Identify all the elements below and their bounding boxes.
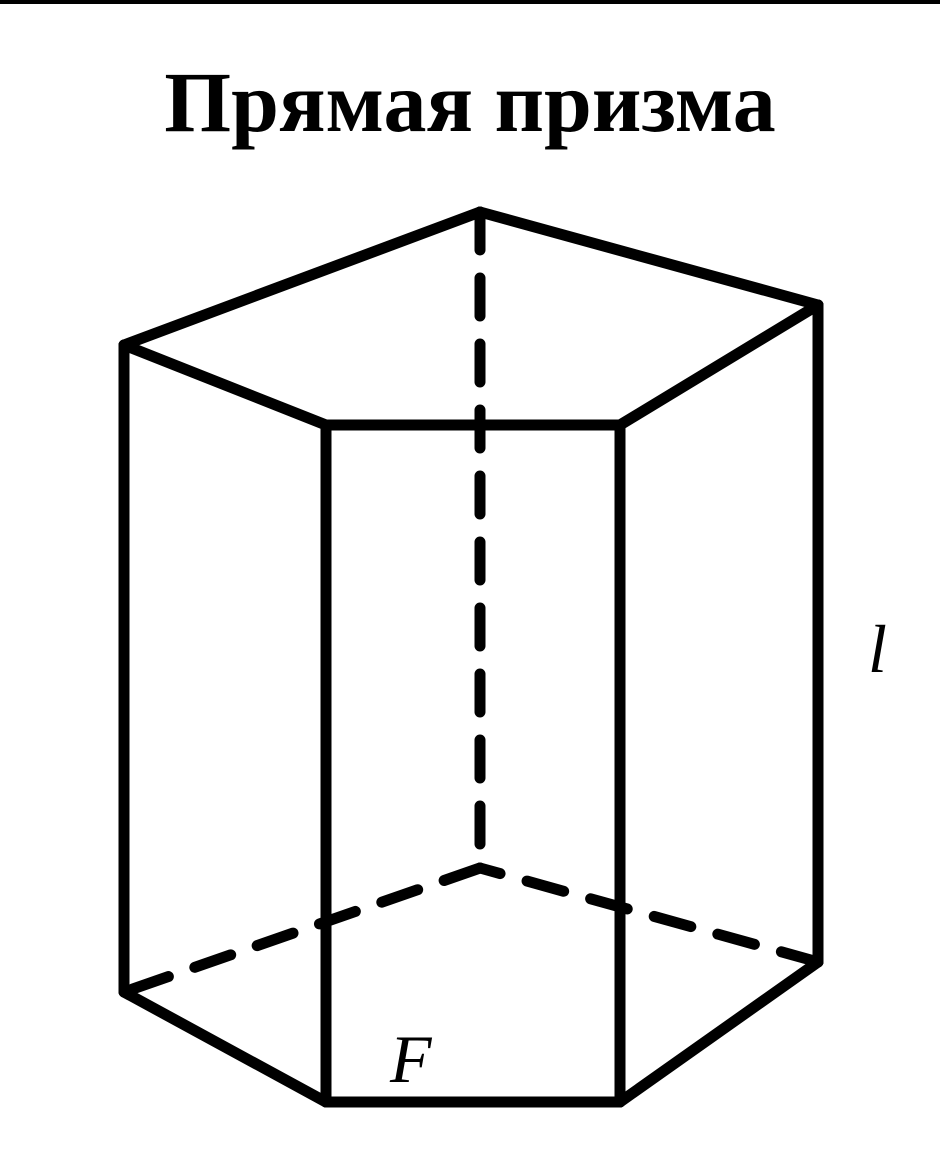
base-label: F [390,1020,432,1099]
top-divider [0,0,940,4]
height-label: l [868,610,887,689]
prism-diagram [50,200,890,1140]
page-title: Прямая призма [0,52,940,152]
